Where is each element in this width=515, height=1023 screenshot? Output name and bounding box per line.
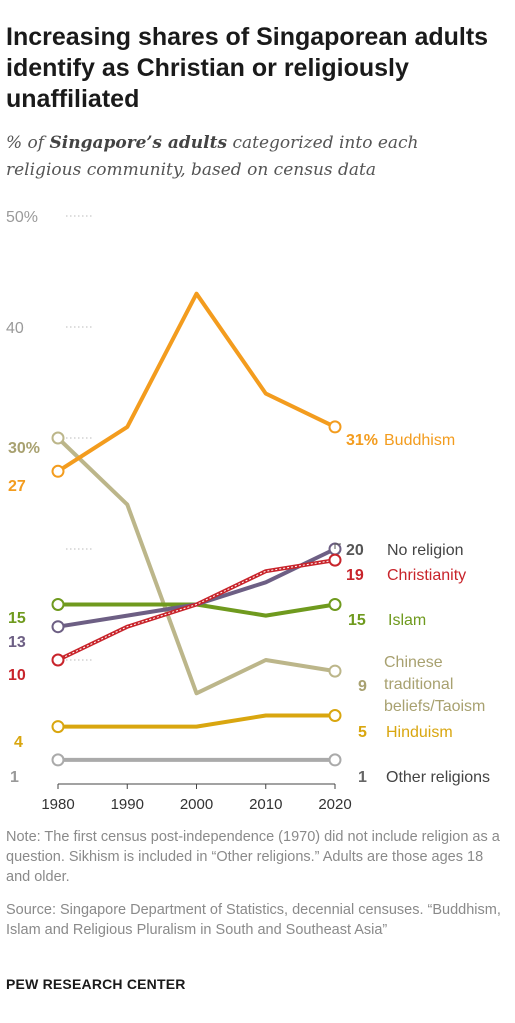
series-point-other-religions-2020 (328, 753, 342, 767)
series-point-other-religions-1980 (51, 753, 65, 767)
chart-subtitle: % of Singapore’s adults categorized into… (6, 130, 486, 184)
brand-logo-text: PEW RESEARCH CENTER (6, 976, 186, 992)
end-label-no-religion: 20 (346, 542, 364, 559)
start-label-christianity: 10 (8, 667, 26, 684)
chart-note: Note: The first census post-independence… (6, 829, 500, 885)
series-point-islam-1980 (51, 598, 65, 611)
end-label-hinduism: 5 (358, 724, 367, 741)
series-name-islam: Islam (388, 612, 426, 629)
series-name-chinese-traditional-beliefs-taoism-line-2: traditional (384, 676, 453, 693)
series-point-chinese-traditional-beliefs-taoism-2020 (328, 664, 342, 678)
subtitle-emphasis: Singapore’s adults (49, 133, 228, 153)
y-tick-label-50: 50% (6, 209, 38, 226)
end-label-chinese-traditional-beliefs-taoism: 9 (358, 678, 367, 695)
series-point-christianity-1980 (51, 653, 65, 667)
end-label-christianity: 19 (346, 567, 364, 584)
series-point-chinese-traditional-beliefs-taoism-1980 (51, 431, 65, 445)
series-point-no-religion-1980 (51, 620, 65, 634)
start-label-hinduism: 4 (14, 734, 23, 751)
series-line-buddhism (56, 291, 337, 474)
series-point-islam-2020 (328, 598, 342, 611)
series-name-other-religions: Other religions (386, 769, 490, 786)
start-label-other-religions: 1 (10, 769, 19, 786)
series-name-hinduism: Hinduism (386, 724, 453, 741)
series-point-hinduism-1980 (51, 720, 65, 734)
series-line-chinese-traditional-beliefs-taoism (56, 436, 337, 696)
y-tick-label-40: 40 (6, 320, 24, 337)
start-label-chinese-traditional-beliefs-taoism: 30% (8, 440, 40, 457)
series-line-inner-christianity (57, 559, 336, 661)
start-label-islam: 15 (8, 610, 26, 627)
chart-title: Increasing shares of Singaporean adults … (6, 23, 489, 113)
end-label-buddhism: 31% (346, 432, 378, 449)
series-point-christianity-2020 (328, 553, 342, 567)
series-name-no-religion: No religion (387, 542, 463, 559)
series-name-chinese-traditional-beliefs-taoism-line-3: beliefs/Taoism (384, 698, 485, 715)
chart-source: Source: Singapore Department of Statisti… (6, 902, 501, 938)
end-label-other-religions: 1 (358, 769, 367, 786)
series-name-christianity: Christianity (387, 567, 466, 584)
start-label-no-religion: 13 (8, 634, 26, 651)
x-tick-label-1990: 1990 (111, 796, 144, 813)
series-line-no-religion (56, 547, 337, 629)
subtitle-suffix: categorized into each religious communit… (6, 133, 419, 180)
series-point-hinduism-2020 (328, 709, 342, 722)
series-point-buddhism-2020 (328, 420, 342, 434)
x-tick-label-1980: 1980 (41, 796, 74, 813)
subtitle-prefix: % of (6, 133, 50, 153)
end-label-islam: 15 (348, 612, 366, 629)
series-name-chinese-traditional-beliefs-taoism-line-1: Chinese (384, 654, 443, 671)
x-tick-label-2020: 2020 (318, 796, 351, 813)
x-tick-label-2000: 2000 (180, 796, 213, 813)
series-name-buddhism: Buddhism (384, 432, 455, 449)
series-line-hinduism (56, 713, 337, 729)
x-tick-label-2010: 2010 (249, 796, 282, 813)
series-point-buddhism-1980 (51, 464, 65, 478)
start-label-buddhism: 27 (8, 478, 26, 495)
label-connector-no-religion (334, 543, 341, 549)
